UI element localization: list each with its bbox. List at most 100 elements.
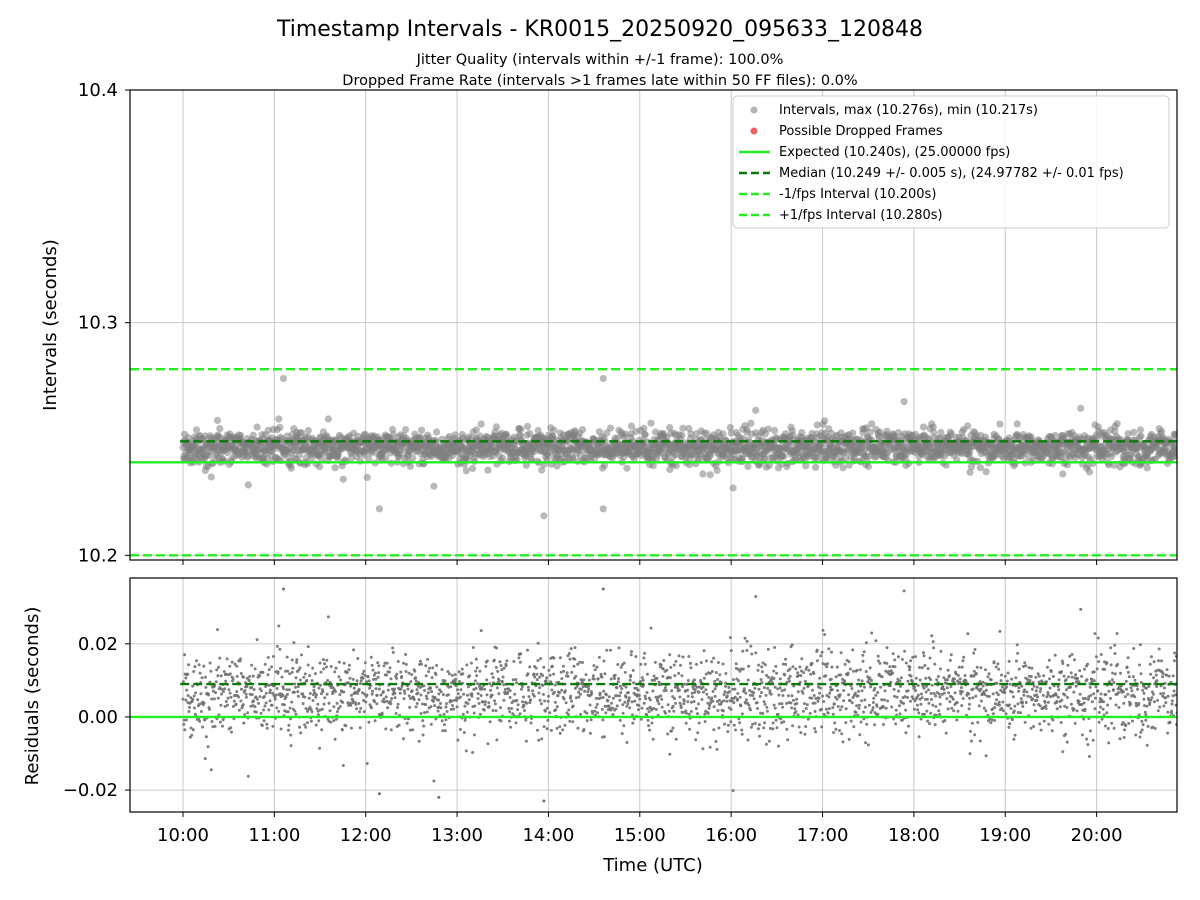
residual-point [934, 705, 938, 708]
residual-point [923, 712, 926, 716]
residual-point [1020, 684, 1024, 688]
dropped-frame-subtitle: Dropped Frame Rate (intervals >1 frames … [342, 73, 857, 89]
residual-point [374, 687, 378, 691]
residual-point [570, 670, 574, 674]
residual-point [441, 729, 445, 733]
residual-point [982, 690, 986, 694]
residual-point [761, 712, 765, 715]
interval-point [1051, 431, 1059, 440]
residual-point [763, 721, 767, 725]
residual-point [575, 684, 579, 688]
residual-point [254, 710, 258, 714]
residual-point [832, 731, 836, 734]
interval-point [699, 470, 707, 478]
residual-point [566, 674, 570, 678]
residual-point [631, 713, 634, 717]
residual-point [410, 689, 414, 693]
residual-point [198, 719, 202, 723]
residual-point [812, 672, 816, 675]
residual-point [798, 665, 802, 669]
residual-point [281, 694, 285, 698]
residual-point [1048, 686, 1052, 690]
residual-point [1066, 663, 1070, 667]
residual-point [790, 706, 794, 710]
residual-point [239, 657, 242, 661]
residual-point [558, 725, 562, 729]
residual-point [310, 679, 314, 683]
residual-point [963, 674, 967, 677]
residual-point [186, 694, 190, 698]
residual-point [759, 691, 763, 694]
residual-point [539, 657, 543, 660]
residual-point [1048, 677, 1051, 681]
residual-point [220, 692, 223, 696]
residual-point [229, 695, 233, 699]
residual-point [491, 709, 495, 712]
residual-point [444, 718, 448, 722]
residual-point [526, 685, 530, 689]
interval-point [1127, 451, 1135, 459]
residual-point [193, 665, 197, 669]
residual-point [305, 721, 309, 725]
residual-point [931, 640, 935, 644]
residual-point [697, 702, 700, 706]
residual-point [1060, 670, 1063, 674]
residual-point [788, 667, 792, 671]
residual-point [223, 704, 227, 708]
interval-point [304, 426, 312, 435]
residual-point [741, 667, 745, 671]
legend-intervals-label: Intervals, max (10.276s), min (10.217s) [779, 103, 1038, 118]
residual-point [753, 686, 757, 690]
residual-point [876, 654, 880, 658]
residual-point [359, 706, 363, 710]
residual-point [600, 707, 604, 711]
residual-point [451, 704, 454, 707]
residual-point [648, 728, 652, 732]
residual-point [884, 706, 888, 710]
residual-point [292, 641, 296, 645]
residual-point [540, 737, 544, 741]
residual-point [265, 726, 269, 730]
residual-point [414, 705, 418, 709]
residual-point [560, 688, 564, 692]
residual-point [195, 659, 198, 663]
residual-point [325, 692, 329, 696]
residual-point [765, 705, 769, 709]
residual-point [287, 728, 290, 732]
residual-point [627, 696, 631, 700]
intervals-x-ticks [182, 560, 1098, 565]
residual-point [204, 735, 208, 739]
residual-point [865, 722, 869, 726]
residual-point [927, 701, 931, 705]
residual-point [282, 687, 285, 691]
residual-point [385, 699, 389, 703]
residual-point [527, 695, 531, 699]
residual-point [841, 677, 845, 681]
residual-point [417, 739, 421, 743]
residual-point [248, 675, 252, 678]
residual-point [839, 673, 843, 677]
residual-point [221, 718, 225, 722]
residual-point [208, 707, 211, 711]
residual-point [553, 683, 557, 687]
residual-point [301, 702, 305, 706]
residual-point [542, 725, 546, 729]
residual-point [811, 688, 814, 692]
residual-point [1007, 659, 1011, 663]
residual-point [918, 666, 921, 669]
residual-point [253, 705, 257, 709]
residual-point [886, 699, 890, 703]
residual-point [203, 718, 207, 722]
residual-point [335, 701, 339, 705]
residual-point [847, 737, 851, 741]
interval-point [253, 423, 261, 431]
residual-point [677, 654, 681, 658]
residual-point [308, 692, 312, 695]
residual-point [857, 703, 861, 707]
residual-point [527, 688, 531, 692]
residual-point [365, 693, 369, 697]
residual-point [495, 686, 499, 690]
interval-point [765, 461, 774, 470]
residual-point [752, 697, 756, 701]
residual-point [366, 675, 370, 679]
